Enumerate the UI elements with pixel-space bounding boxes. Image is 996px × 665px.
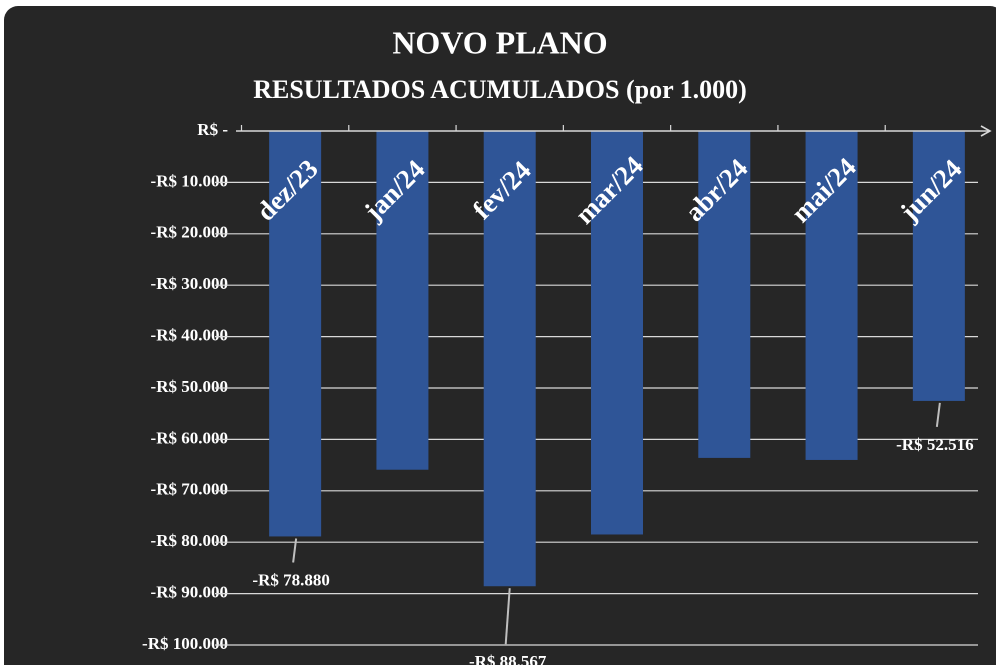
bar <box>912 131 965 401</box>
y-tick-label: -R$ 90.000 <box>151 583 228 602</box>
leader-line <box>504 588 511 645</box>
y-tick-label: -R$ 10.000 <box>151 171 228 190</box>
bar <box>269 131 322 537</box>
bar <box>483 131 536 587</box>
leader-line <box>935 402 941 428</box>
y-tick-label: -R$ 60.000 <box>151 428 228 447</box>
data-label: -R$ 52.516 <box>896 435 973 454</box>
bar <box>591 131 643 535</box>
bar <box>698 131 751 458</box>
y-tick-label: R$ - <box>197 120 228 139</box>
chart-subtitle: RESULTADOS ACUMULADOS (por 1.000) <box>253 75 747 104</box>
y-tick-label: -R$ 100.000 <box>142 634 228 653</box>
bar <box>805 131 858 460</box>
data-label: -R$ 78.880 <box>252 570 329 589</box>
y-tick-label: -R$ 20.000 <box>151 223 228 242</box>
bar <box>376 131 429 470</box>
y-tick-label: -R$ 50.000 <box>151 377 228 396</box>
data-label: -R$ 88.567 <box>469 652 547 665</box>
y-tick-label: -R$ 80.000 <box>151 531 228 550</box>
chart-title: NOVO PLANO <box>392 24 607 60</box>
leader-line <box>292 538 298 563</box>
y-tick-label: -R$ 70.000 <box>151 480 228 499</box>
y-tick-label: -R$ 40.000 <box>151 326 228 345</box>
y-tick-label: -R$ 30.000 <box>151 274 228 293</box>
